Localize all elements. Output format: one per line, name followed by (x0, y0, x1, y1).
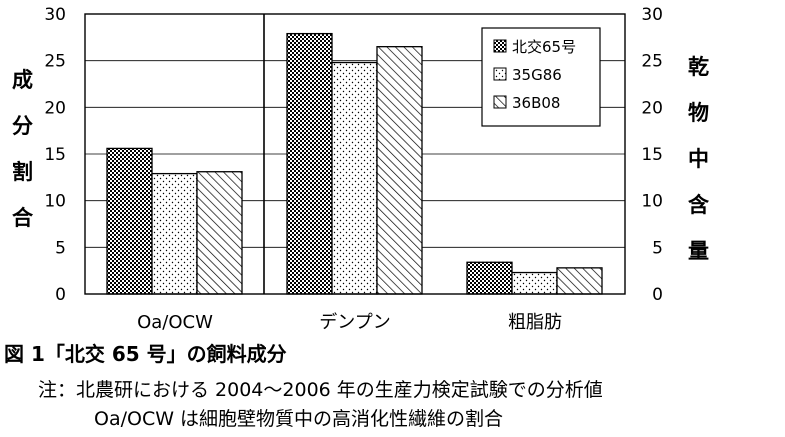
right-tick-label: 15 (641, 145, 663, 165)
left-tick-label: 25 (44, 52, 66, 72)
axis-title-char: 含 (688, 193, 709, 217)
legend-label: 35G86 (512, 66, 562, 84)
left-tick-label: 20 (44, 98, 66, 118)
category-label: Oa/OCW (137, 312, 213, 333)
legend-swatch (493, 67, 507, 81)
axis-title-char: 量 (688, 239, 709, 263)
plot-frame (84, 13, 626, 295)
left-tick-label: 30 (44, 5, 66, 25)
right-tick-label: 25 (641, 52, 663, 72)
right-tick-label: 5 (652, 238, 663, 258)
legend-swatch (493, 95, 507, 109)
category-label: 粗脂肪 (508, 312, 562, 333)
axis-title-char: 分 (12, 114, 33, 138)
legend-swatch (493, 39, 507, 53)
bar (106, 147, 153, 295)
right-tick-label: 20 (641, 98, 663, 118)
bar (511, 271, 558, 295)
bar-layer (106, 32, 603, 295)
bar (151, 172, 198, 295)
bar (331, 61, 378, 295)
axis-title-char: 中 (688, 147, 709, 171)
left-tick-label: 5 (55, 238, 66, 258)
axis-title-char: 合 (12, 206, 33, 230)
axis-title-char: 割 (12, 160, 33, 184)
legend: 北交65号 35G86 36B08 (481, 27, 601, 127)
axis-title-char: 成 (12, 68, 33, 92)
left-tick-label: 10 (44, 192, 66, 212)
right-tick-label: 0 (652, 285, 663, 305)
left-axis-title: 成分割合 (12, 70, 36, 229)
bar (286, 32, 333, 295)
bar (466, 261, 513, 295)
legend-label: 北交65号 (512, 38, 576, 56)
note-line-1: 注：北農研における 2004～2006 年の生産力検定試験での分析値 (38, 379, 603, 401)
bar (376, 46, 423, 295)
bar (556, 267, 603, 295)
axis-title-char: 乾 (688, 55, 709, 79)
axis-layer: 0 0 5 5 10 10 15 15 20 20 25 25 30 30 Oa/OCW デンプン 粗脂肪 (44, 5, 663, 333)
axis-title-char: 物 (688, 101, 709, 125)
right-axis-title: 乾物中含量 (688, 57, 712, 262)
left-tick-label: 15 (44, 145, 66, 165)
figure-caption: 図 1「北交 65 号」の飼料成分 (4, 342, 287, 366)
note-line-2: Oa/OCW は細胞壁物質中の高消化性繊維の割合 (94, 408, 504, 430)
right-tick-label: 10 (641, 192, 663, 212)
right-tick-label: 30 (641, 5, 663, 25)
category-label: デンプン (319, 312, 390, 333)
left-tick-label: 0 (55, 285, 66, 305)
bar (196, 171, 243, 295)
legend-label: 36B08 (512, 94, 560, 112)
